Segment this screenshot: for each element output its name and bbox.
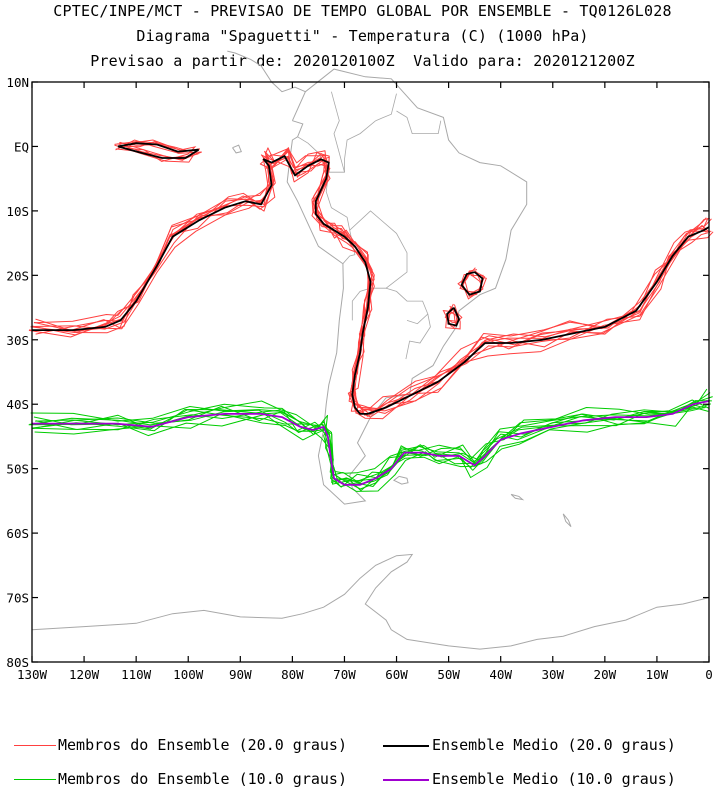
member-line-1-2	[28, 388, 708, 482]
x-tick-label-10: 30W	[541, 667, 564, 682]
x-tick-label-12: 10W	[646, 667, 669, 682]
x-tick-label-0: 130W	[17, 667, 48, 682]
legend-swatch-members20	[14, 745, 56, 746]
legend-swatch-mean20	[383, 745, 429, 747]
member-line-0-4	[32, 147, 710, 411]
y-tick-label-8: 70S	[6, 591, 29, 606]
member-line-1-6	[32, 404, 706, 492]
member-loop-1-4	[444, 306, 458, 324]
border-3	[405, 313, 431, 360]
x-tick-label-9: 40W	[489, 667, 512, 682]
plot-frame	[31, 81, 710, 663]
mean-loop-2	[460, 271, 484, 296]
member-line-0-5	[35, 149, 707, 412]
border-5	[331, 91, 345, 173]
border-1	[349, 210, 408, 321]
chart-title-line-2: Diagrama "Spaguetti" - Temperatura (C) (…	[136, 27, 589, 45]
coastline-5	[510, 493, 525, 501]
legend-swatch-members10	[14, 779, 56, 780]
y-tick-label-0: 10N	[6, 75, 29, 90]
coastline-0	[286, 68, 528, 505]
x-tick-label-3: 100W	[173, 667, 204, 682]
member-loop-2-0	[462, 269, 484, 300]
coastline-6	[562, 513, 572, 528]
mean-loop-1	[446, 306, 460, 327]
coastline-layer	[31, 50, 710, 650]
member-line-0-8	[28, 160, 707, 420]
y-tick-label-1: EQ	[14, 139, 29, 154]
mean-loop-0	[117, 142, 200, 159]
x-tick-label-2: 110W	[121, 667, 152, 682]
ensemble-members-layer	[28, 139, 714, 492]
ensemble-means-layer	[32, 142, 710, 486]
legend-label-members10: Membros do Ensemble (10.0 graus)	[58, 770, 347, 788]
border-0	[325, 120, 376, 264]
x-tick-label-1: 120W	[69, 667, 100, 682]
legend-label-mean20: Ensemble Medio (20.0 graus)	[432, 736, 676, 754]
y-tick-label-4: 30S	[6, 333, 29, 348]
y-tick-label-7: 60S	[6, 526, 29, 541]
member-line-1-8	[34, 407, 709, 488]
x-tick-label-6: 70W	[333, 667, 356, 682]
mean-line-0	[32, 155, 710, 415]
chart-title-line-3: Previsao a partir de: 2020120100Z Valido…	[90, 52, 635, 70]
y-tick-label-3: 20S	[6, 268, 29, 283]
x-tick-label-5: 80W	[281, 667, 304, 682]
border-7	[396, 110, 442, 134]
y-tick-label-9: 80S	[6, 655, 29, 670]
y-tick-label-6: 50S	[6, 462, 29, 477]
x-tick-label-13: 0	[705, 667, 713, 682]
legend-label-members20: Membros do Ensemble (20.0 graus)	[58, 736, 347, 754]
coastline-4	[31, 553, 710, 650]
chart-title-line-1: CPTEC/INPE/MCT - PREVISAO DE TEMPO GLOBA…	[53, 2, 672, 20]
x-tick-label-7: 60W	[385, 667, 408, 682]
coastline-1	[227, 50, 306, 93]
legend-swatch-mean10	[383, 779, 429, 781]
member-line-1-5	[35, 399, 708, 483]
x-tick-label-4: 90W	[229, 667, 252, 682]
member-line-1-4	[30, 392, 711, 474]
coastline-2	[392, 475, 409, 485]
member-loop-0-3	[115, 140, 202, 160]
mean-line-1	[32, 400, 710, 486]
x-tick-label-11: 20W	[594, 667, 617, 682]
border-6	[375, 93, 397, 122]
border-2	[385, 287, 429, 325]
y-tick-label-5: 40S	[6, 397, 29, 412]
coastline-3	[232, 144, 242, 154]
legend-label-mean10: Ensemble Medio (10.0 graus)	[432, 770, 676, 788]
y-tick-label-2: 10S	[6, 204, 29, 219]
x-tick-label-8: 50W	[437, 667, 460, 682]
axes-layer: 130W 120W 110W 100W 90W 80W 70W 60W 50W 40W 30W 20W…	[6, 75, 712, 682]
member-loop-2-4	[459, 270, 487, 294]
spaghetti-map-chart: 130W 120W 110W 100W 90W 80W 70W 60W 50W 40W 30W 20W…	[6, 50, 714, 682]
